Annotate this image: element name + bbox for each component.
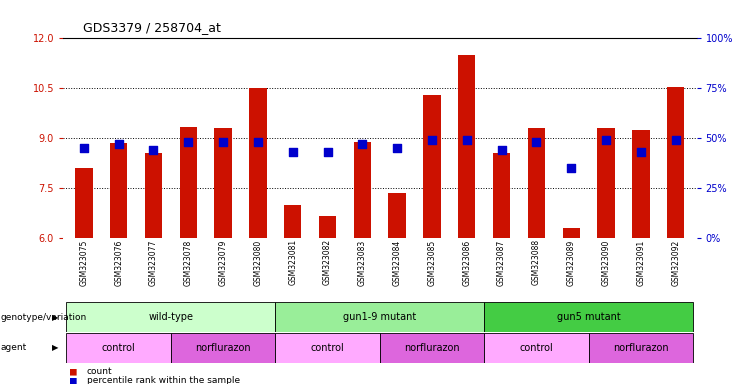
Bar <box>67 333 171 363</box>
Text: GSM323087: GSM323087 <box>497 239 506 286</box>
Bar <box>588 333 693 363</box>
Bar <box>67 302 276 332</box>
Point <box>113 141 124 147</box>
Text: gun5 mutant: gun5 mutant <box>556 312 620 322</box>
Text: percentile rank within the sample: percentile rank within the sample <box>87 376 240 384</box>
Text: GSM323085: GSM323085 <box>428 239 436 286</box>
Text: GSM323082: GSM323082 <box>323 239 332 285</box>
Bar <box>249 88 267 238</box>
Text: norflurazon: norflurazon <box>613 343 668 353</box>
Text: agent: agent <box>1 343 27 353</box>
Point <box>147 147 159 153</box>
Text: GSM323075: GSM323075 <box>79 239 88 286</box>
Bar <box>597 128 615 238</box>
Bar <box>179 127 197 238</box>
Text: GSM323079: GSM323079 <box>219 239 227 286</box>
Text: GSM323081: GSM323081 <box>288 239 297 285</box>
Text: GSM323092: GSM323092 <box>671 239 680 286</box>
Bar <box>144 153 162 238</box>
Bar <box>276 333 379 363</box>
Text: wild-type: wild-type <box>148 312 193 322</box>
Bar <box>110 143 127 238</box>
Text: control: control <box>310 343 345 353</box>
Text: GSM323088: GSM323088 <box>532 239 541 285</box>
Point <box>322 149 333 155</box>
Point <box>252 139 264 145</box>
Text: ▶: ▶ <box>52 343 59 353</box>
Point <box>600 137 612 143</box>
Point <box>461 137 473 143</box>
Text: control: control <box>519 343 554 353</box>
Bar <box>214 128 232 238</box>
Text: GDS3379 / 258704_at: GDS3379 / 258704_at <box>83 21 221 34</box>
Point <box>391 145 403 151</box>
Point <box>356 141 368 147</box>
Bar <box>388 193 406 238</box>
Text: control: control <box>102 343 136 353</box>
Point <box>531 139 542 145</box>
Bar <box>353 142 371 238</box>
Text: ■: ■ <box>70 367 77 377</box>
Text: gun1-9 mutant: gun1-9 mutant <box>343 312 416 322</box>
Point <box>217 139 229 145</box>
Point <box>78 145 90 151</box>
Text: ■: ■ <box>70 375 77 384</box>
Bar <box>632 130 650 238</box>
Bar <box>423 95 441 238</box>
Text: count: count <box>87 367 113 376</box>
Text: GSM323090: GSM323090 <box>602 239 611 286</box>
Text: genotype/variation: genotype/variation <box>1 313 87 322</box>
Text: GSM323076: GSM323076 <box>114 239 123 286</box>
Text: GSM323086: GSM323086 <box>462 239 471 286</box>
Text: GSM323089: GSM323089 <box>567 239 576 286</box>
Bar <box>528 128 545 238</box>
Point <box>426 137 438 143</box>
Bar <box>319 217 336 238</box>
Point <box>635 149 647 155</box>
Text: norflurazon: norflurazon <box>196 343 251 353</box>
Text: GSM323091: GSM323091 <box>637 239 645 286</box>
Text: norflurazon: norflurazon <box>404 343 460 353</box>
Bar <box>276 302 484 332</box>
Bar <box>667 87 685 238</box>
Text: ▶: ▶ <box>52 313 59 322</box>
Bar <box>284 205 302 238</box>
Text: GSM323084: GSM323084 <box>393 239 402 286</box>
Bar <box>379 333 484 363</box>
Text: GSM323077: GSM323077 <box>149 239 158 286</box>
Bar <box>484 333 588 363</box>
Bar <box>458 55 476 238</box>
Point <box>496 147 508 153</box>
Point <box>565 165 577 171</box>
Point <box>287 149 299 155</box>
Text: GSM323083: GSM323083 <box>358 239 367 286</box>
Bar <box>484 302 693 332</box>
Text: GSM323080: GSM323080 <box>253 239 262 286</box>
Bar <box>562 228 580 238</box>
Bar <box>493 153 511 238</box>
Point <box>182 139 194 145</box>
Bar <box>171 333 276 363</box>
Text: GSM323078: GSM323078 <box>184 239 193 286</box>
Bar <box>75 168 93 238</box>
Point <box>670 137 682 143</box>
